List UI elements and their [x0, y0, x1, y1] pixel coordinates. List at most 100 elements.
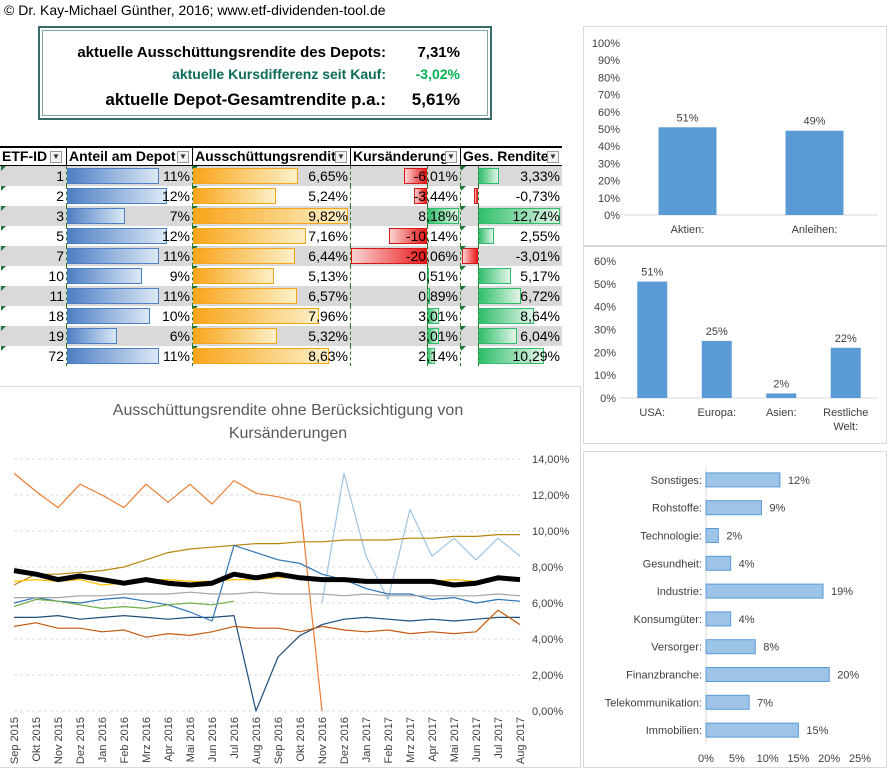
cell-kursaenderung[interactable]: 0,89%: [418, 288, 458, 304]
table-row: 18 10% 7,96% 3,01% 8,64%: [0, 306, 562, 326]
cell-ges-rendite[interactable]: 5,17%: [520, 268, 560, 284]
cell-divider: [192, 266, 193, 286]
cell-divider: [192, 186, 193, 206]
y-tick-label: 0%: [600, 393, 616, 405]
cell-ausschuettung[interactable]: 6,57%: [308, 288, 348, 304]
cell-anteil[interactable]: 11%: [163, 348, 190, 364]
databar-axis: [478, 206, 479, 226]
cell-kursaenderung[interactable]: 8,18%: [418, 208, 458, 224]
x-tick-label: Feb 2016: [119, 717, 131, 763]
cell-etf-id[interactable]: 2: [56, 188, 64, 204]
cell-ausschuettung[interactable]: 6,65%: [308, 168, 348, 184]
sector-chart-panel[interactable]: Sonstiges: 12% Rohstoffe: 9% Technologie: 2% G…: [583, 451, 887, 768]
cell-etf-id[interactable]: 72: [48, 348, 64, 364]
cell-etf-id[interactable]: 7: [56, 248, 64, 264]
region-chart-panel[interactable]: 0% 10% 20% 30% 40% 50% 60% 51% USA: 25% Europa: 2% A…: [583, 246, 887, 444]
cell-anteil[interactable]: 10%: [161, 308, 190, 324]
x-tick-label: Mrz 2017: [405, 717, 417, 763]
cell-ges-rendite[interactable]: 8,64%: [520, 308, 560, 324]
cell-ges-rendite[interactable]: 10,29%: [512, 348, 560, 364]
sector-chart: Sonstiges: 12% Rohstoffe: 9% Technologie: 2% G…: [605, 466, 871, 765]
ausschuettung-databar: [193, 248, 295, 264]
y-tick-label: 80%: [598, 72, 620, 84]
cell-ausschuettung[interactable]: 7,96%: [308, 308, 348, 324]
y-tick-label: 2,00%: [532, 670, 563, 682]
cell-etf-id[interactable]: 3: [56, 208, 64, 224]
filter-dropdown-icon[interactable]: ▼: [50, 151, 62, 163]
table-row: 72 11% 8,63% 2,14% 10,29%: [0, 346, 562, 366]
cell-anteil[interactable]: 12%: [161, 188, 190, 204]
ausschuettung-databar: [193, 328, 277, 344]
kursaenderung-negative-databar: [414, 188, 427, 204]
cell-ges-rendite[interactable]: 6,04%: [520, 328, 560, 344]
cell-divider: [460, 306, 461, 326]
cell-anteil[interactable]: 11%: [163, 288, 190, 304]
cell-kursaenderung[interactable]: -20,06%: [405, 248, 458, 264]
cell-etf-id[interactable]: 5: [56, 228, 64, 244]
col-header-kursaenderung[interactable]: Kursänderung ▼: [350, 146, 460, 166]
cell-kursaenderung[interactable]: 0,51%: [418, 268, 458, 284]
col-header-ausschuettung[interactable]: Ausschüttungsrendite ▼: [192, 146, 350, 166]
cell-kursaenderung[interactable]: -10,14%: [405, 228, 458, 244]
series-line: [13, 544, 521, 622]
cell-ausschuettung[interactable]: 6,44%: [308, 248, 348, 264]
cell-kursaenderung[interactable]: -3,44%: [413, 188, 458, 204]
filter-dropdown-icon[interactable]: ▼: [547, 151, 559, 163]
kursaenderung-negative-databar: [389, 228, 427, 244]
cell-anteil[interactable]: 12%: [161, 228, 190, 244]
bar-sector: [705, 667, 830, 682]
summary-price-diff-value: -3,02%: [415, 66, 460, 82]
cell-ausschuettung[interactable]: 5,24%: [308, 188, 348, 204]
cell-etf-id[interactable]: 1: [56, 168, 64, 184]
table-row: 10 9% 5,13% 0,51% 5,17%: [0, 266, 562, 286]
cell-divider: [460, 206, 461, 226]
cell-ges-rendite[interactable]: 3,33%: [520, 168, 560, 184]
cell-ges-rendite[interactable]: 12,74%: [512, 208, 560, 224]
cell-divider: [350, 326, 351, 346]
cell-anteil[interactable]: 11%: [163, 248, 190, 264]
cell-divider: [460, 326, 461, 346]
cell-ges-rendite[interactable]: 6,72%: [520, 288, 560, 304]
cell-divider: [192, 326, 193, 346]
cell-anteil[interactable]: 7%: [169, 208, 190, 224]
cell-kursaenderung[interactable]: 3,01%: [418, 328, 458, 344]
cell-kursaenderung[interactable]: 3,01%: [418, 308, 458, 324]
cell-ges-rendite[interactable]: -3,01%: [515, 248, 560, 264]
anteil-databar: [67, 288, 159, 304]
col-header-etf-id[interactable]: ETF-ID ▼: [0, 146, 66, 166]
databar-axis: [427, 246, 428, 266]
cell-divider: [66, 266, 67, 286]
cell-anteil[interactable]: 11%: [163, 168, 190, 184]
cell-anteil[interactable]: 9%: [169, 268, 190, 284]
filter-dropdown-icon[interactable]: ▼: [335, 151, 347, 163]
cell-etf-id[interactable]: 10: [48, 268, 64, 284]
cell-ausschuettung[interactable]: 8,63%: [308, 348, 348, 364]
cell-ausschuettung[interactable]: 9,82%: [308, 208, 348, 224]
y-tick-label: 40%: [594, 302, 616, 314]
cell-etf-id[interactable]: 18: [48, 308, 64, 324]
table-row: 19 6% 5,32% 3,01% 6,04%: [0, 326, 562, 346]
yield-history-chart-panel[interactable]: Ausschüttungsrendite ohne Berücksichtigu…: [0, 386, 581, 768]
cell-ausschuettung[interactable]: 7,16%: [308, 228, 348, 244]
table-row: 2 12% 5,24% -3,44% -0,73%: [0, 186, 562, 206]
cell-ausschuettung[interactable]: 5,13%: [308, 268, 348, 284]
cell-ges-rendite[interactable]: 2,55%: [520, 228, 560, 244]
filter-active-icon[interactable]: ▼: [177, 151, 189, 163]
cell-etf-id[interactable]: 19: [48, 328, 64, 344]
cell-ausschuettung[interactable]: 5,32%: [308, 328, 348, 344]
col-header-anteil[interactable]: Anteil am Depot ▼: [66, 146, 192, 166]
col-header-label: Anteil am Depot: [69, 148, 176, 164]
cell-kursaenderung[interactable]: -6,01%: [413, 168, 458, 184]
cell-ges-rendite[interactable]: -0,73%: [515, 188, 560, 204]
asset-class-chart-panel[interactable]: 0% 10% 20% 30% 40% 50% 60% 70% 80% 90% 100% 51% Akti…: [583, 26, 887, 246]
cell-etf-id[interactable]: 11: [49, 288, 64, 304]
filter-dropdown-icon[interactable]: ▼: [445, 151, 457, 163]
col-header-ges-rendite[interactable]: Ges. Rendite ▼: [460, 146, 562, 166]
cell-anteil[interactable]: 6%: [169, 328, 190, 344]
y-category-label: Industrie:: [657, 586, 702, 598]
comment-marker-icon: [1, 226, 6, 231]
comment-marker-icon: [461, 286, 466, 291]
cell-kursaenderung[interactable]: 2,14%: [418, 348, 458, 364]
x-tick-label: 15%: [787, 753, 809, 765]
data-label: 8%: [763, 642, 779, 654]
